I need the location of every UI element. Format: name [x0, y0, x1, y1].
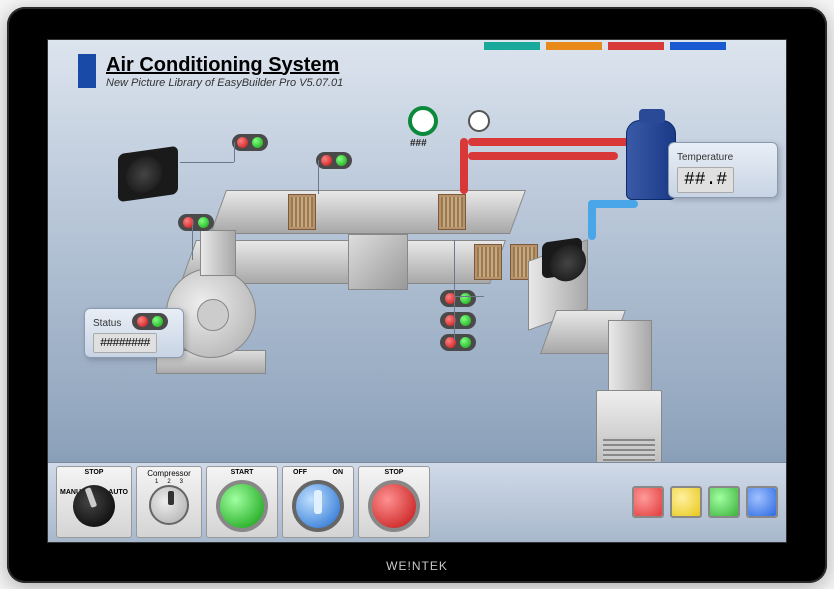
compressor-knob[interactable]: [149, 485, 189, 525]
status-label: Status: [93, 318, 121, 329]
quick-btn-yellow[interactable]: [670, 486, 702, 518]
status-led[interactable]: [132, 313, 168, 330]
compressor-dial[interactable]: Compressor 123: [136, 466, 202, 538]
pressure-gauge-icon: [468, 110, 490, 132]
hot-pipe-2: [468, 152, 618, 160]
callout-3: [454, 240, 455, 340]
led-pair-5[interactable]: [440, 334, 476, 351]
title-block: Air Conditioning System New Picture Libr…: [78, 54, 343, 89]
quick-btn-green[interactable]: [708, 486, 740, 518]
inline-fan-icon: [542, 237, 582, 279]
duct-junction: [348, 234, 408, 290]
hot-pipe-1: [468, 138, 638, 146]
status-value: ########: [93, 333, 157, 353]
hmi-screen: Air Conditioning System New Picture Libr…: [47, 39, 787, 543]
start-label: START: [231, 469, 254, 476]
header-color-bars: [484, 42, 726, 50]
callout-1: [180, 162, 234, 163]
mode-selector[interactable]: MANUAL STOP AUTO: [56, 466, 132, 538]
on-label: ON: [333, 469, 344, 476]
gauge-value: ###: [410, 138, 427, 149]
gauge-dial-icon: [408, 106, 438, 136]
off-label: OFF: [293, 469, 307, 476]
temperature-panel: Temperature ##.#: [668, 142, 778, 198]
condenser-unit-icon: [596, 390, 662, 470]
mode-stop: STOP: [85, 469, 104, 476]
callout-3b: [454, 296, 484, 297]
quick-buttons: [632, 486, 778, 518]
control-bar: MANUAL STOP AUTO Compressor 123 START OF…: [48, 462, 786, 542]
hvac-diagram: ### Status: [48, 90, 786, 462]
onoff-switch-panel: OFF ON: [282, 466, 354, 538]
page-subtitle: New Picture Library of EasyBuilder Pro V…: [106, 77, 343, 89]
callout-2: [192, 220, 193, 260]
compressor-label: Compressor: [147, 469, 191, 478]
led-pair-2[interactable]: [178, 214, 214, 231]
start-button-panel: START: [206, 466, 278, 538]
temperature-value: ##.#: [677, 167, 734, 193]
duct-upper: [210, 190, 526, 234]
coil-2: [438, 194, 466, 230]
callout-1b: [234, 142, 235, 162]
led-pair-1[interactable]: [232, 134, 268, 151]
callout-4: [318, 160, 319, 194]
device-brand: WE!NTEK: [7, 559, 827, 573]
stop-button-panel: STOP: [358, 466, 430, 538]
hmi-device-frame: Air Conditioning System New Picture Libr…: [7, 7, 827, 583]
quick-btn-blue[interactable]: [746, 486, 778, 518]
start-button[interactable]: [216, 480, 268, 532]
status-panel: Status ########: [84, 308, 184, 358]
stop-button[interactable]: [368, 480, 420, 532]
cold-pipe-2: [588, 200, 596, 240]
exhaust-fan-icon: [118, 145, 178, 201]
title-accent: [78, 54, 96, 88]
onoff-switch[interactable]: [292, 480, 344, 532]
stop-label: STOP: [385, 469, 404, 476]
blower-outlet: [200, 230, 236, 276]
led-pair-4[interactable]: [440, 312, 476, 329]
coil-1: [288, 194, 316, 230]
temperature-label: Temperature: [677, 152, 733, 163]
quick-btn-red[interactable]: [632, 486, 664, 518]
led-pair-3[interactable]: [440, 290, 476, 307]
selector-knob[interactable]: [73, 485, 115, 527]
led-pair-6[interactable]: [316, 152, 352, 169]
hot-pipe-3: [460, 138, 468, 194]
page-title: Air Conditioning System: [106, 54, 343, 77]
coil-3: [474, 244, 502, 280]
